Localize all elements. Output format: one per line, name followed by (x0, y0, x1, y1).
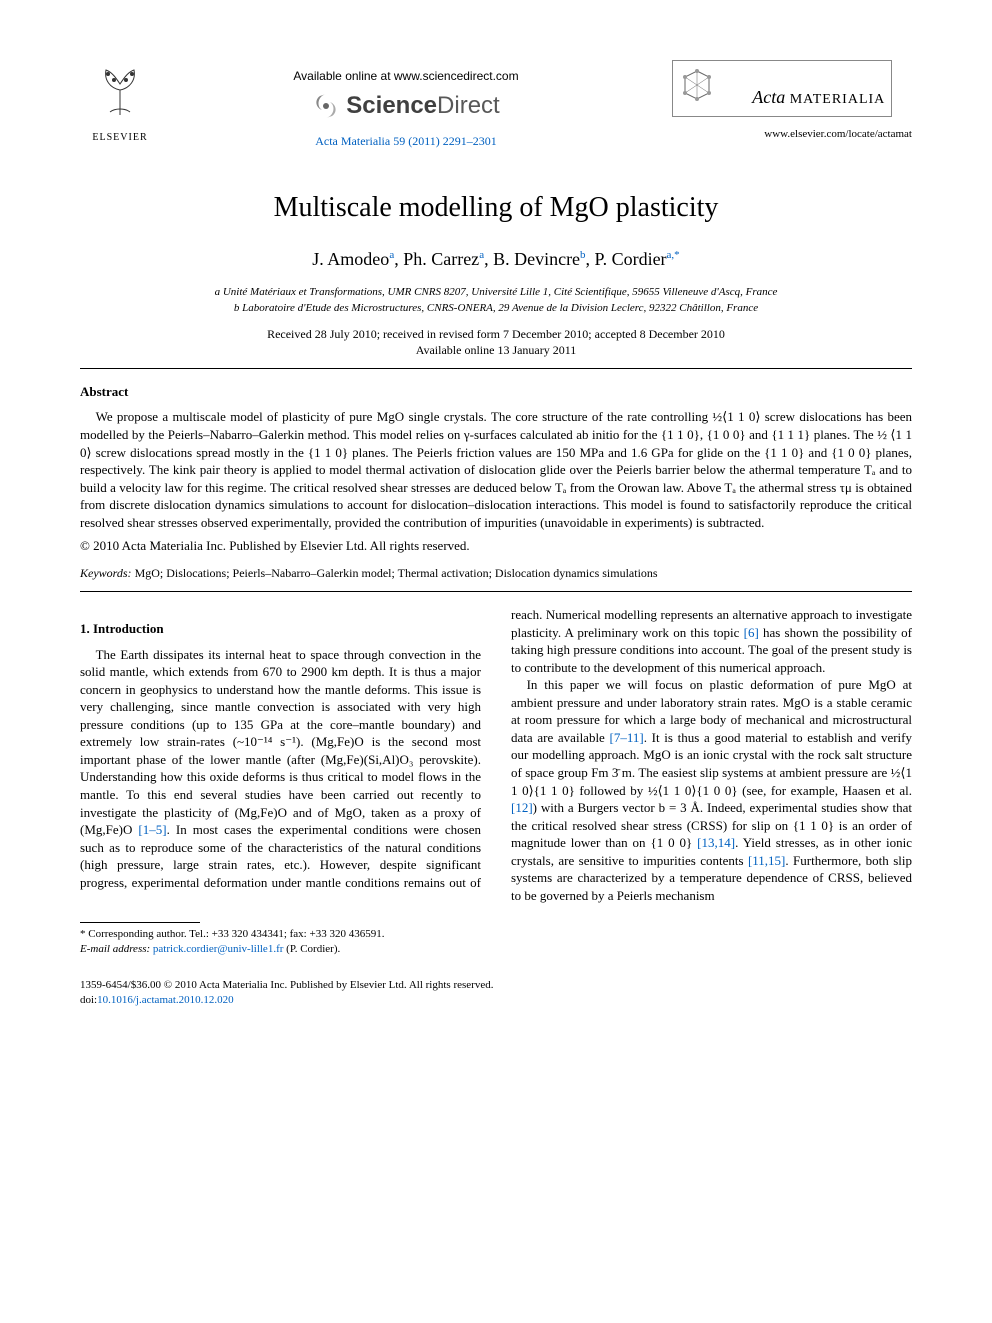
author-1: J. Amodeo (312, 249, 389, 269)
intro-para-2: In this paper we will focus on plastic d… (511, 676, 912, 904)
elsevier-label: ELSEVIER (80, 131, 160, 145)
journal-title-italic: Acta (752, 87, 785, 107)
affiliation-a: a Unité Matériaux et Transformations, UM… (80, 285, 912, 300)
ref-13-14[interactable]: [13,14] (697, 835, 735, 850)
doi-link[interactable]: 10.1016/j.actamat.2010.12.020 (97, 994, 234, 1006)
header-center: Available online at www.sciencedirect.co… (160, 60, 652, 149)
body-two-column: 1. Introduction The Earth dissipates its… (80, 606, 912, 904)
journal-url: www.elsevier.com/locate/actamat (652, 127, 912, 142)
journal-box: Acta MATERIALIA www.elsevier.com/locate/… (652, 60, 912, 142)
author-4: P. Cordier (595, 249, 667, 269)
journal-title: Acta MATERIALIA (752, 87, 885, 107)
sciencedirect-wordmark: ScienceDirect (346, 90, 499, 122)
author-3-aff[interactable]: b (580, 249, 586, 261)
abstract-heading: Abstract (80, 383, 912, 401)
author-1-aff[interactable]: a (389, 249, 394, 261)
corr-email-line: E-mail address: patrick.cordier@univ-lil… (80, 942, 912, 956)
acta-materialia-icon (679, 67, 749, 103)
keywords-line: Keywords: MgO; Dislocations; Peierls–Nab… (80, 565, 912, 581)
ref-11-15[interactable]: [11,15] (748, 853, 785, 868)
ref-6[interactable]: [6] (744, 625, 759, 640)
ref-12[interactable]: [12] (511, 800, 533, 815)
dates-online: Available online 13 January 2011 (80, 342, 912, 358)
ref-1-5[interactable]: [1–5] (138, 822, 166, 837)
footer-copyright: 1359-6454/$36.00 © 2010 Acta Materialia … (80, 978, 912, 993)
citation-line: Acta Materialia 59 (2011) 2291–2301 (160, 133, 652, 149)
journal-title-smallcaps: MATERIALIA (785, 92, 885, 107)
author-2: Ph. Carrez (403, 249, 479, 269)
affiliation-b: b Laboratoire d'Etude des Microstructure… (80, 301, 912, 316)
elsevier-tree-icon (90, 60, 150, 120)
keywords-list: MgO; Dislocations; Peierls–Nabarro–Galer… (132, 566, 658, 580)
footer-doi-line: doi:10.1016/j.actamat.2010.12.020 (80, 993, 912, 1008)
abstract-copyright: © 2010 Acta Materialia Inc. Published by… (80, 537, 912, 555)
email-label: E-mail address: (80, 943, 153, 955)
authors-line: J. Amodeoa, Ph. Carreza, B. Devincreb, P… (80, 247, 912, 271)
journal-logo: Acta MATERIALIA (672, 60, 893, 117)
rule-below-abstract (80, 591, 912, 592)
p1a: The Earth dissipates its internal heat t… (80, 647, 481, 837)
corr-email-link[interactable]: patrick.cordier@univ-lille1.fr (153, 943, 283, 955)
author-3: B. Devincre (493, 249, 580, 269)
citation-link[interactable]: Acta Materialia 59 (2011) 2291–2301 (315, 134, 497, 148)
page-footer: 1359-6454/$36.00 © 2010 Acta Materialia … (80, 978, 912, 1008)
author-2-aff[interactable]: a (479, 249, 484, 261)
sciencedirect-logo: ScienceDirect (160, 90, 652, 122)
elsevier-logo-block: ELSEVIER (80, 60, 160, 144)
dates-received: Received 28 July 2010; received in revis… (80, 326, 912, 342)
affiliations: a Unité Matériaux et Transformations, UM… (80, 285, 912, 316)
sd-word2: Direct (437, 92, 500, 119)
corr-author-line: * Corresponding author. Tel.: +33 320 43… (80, 927, 912, 941)
email-suffix: (P. Cordier). (283, 943, 340, 955)
abstract-text: We propose a multiscale model of plastic… (80, 408, 912, 531)
article-title: Multiscale modelling of MgO plasticity (80, 189, 912, 227)
corresponding-footnote: * Corresponding author. Tel.: +33 320 43… (80, 927, 912, 956)
author-4-aff[interactable]: a,* (667, 249, 680, 261)
sd-word1: Science (346, 92, 437, 119)
keywords-label: Keywords: (80, 566, 132, 580)
page-header: ELSEVIER Available online at www.science… (80, 60, 912, 149)
section-1-heading: 1. Introduction (80, 620, 481, 638)
ref-7-11[interactable]: [7–11] (610, 730, 644, 745)
rule-above-abstract (80, 368, 912, 369)
sciencedirect-swirl-icon (312, 92, 340, 120)
doi-label: doi: (80, 994, 97, 1006)
available-online-text: Available online at www.sciencedirect.co… (160, 68, 652, 84)
article-dates: Received 28 July 2010; received in revis… (80, 326, 912, 358)
footnote-separator (80, 922, 200, 923)
